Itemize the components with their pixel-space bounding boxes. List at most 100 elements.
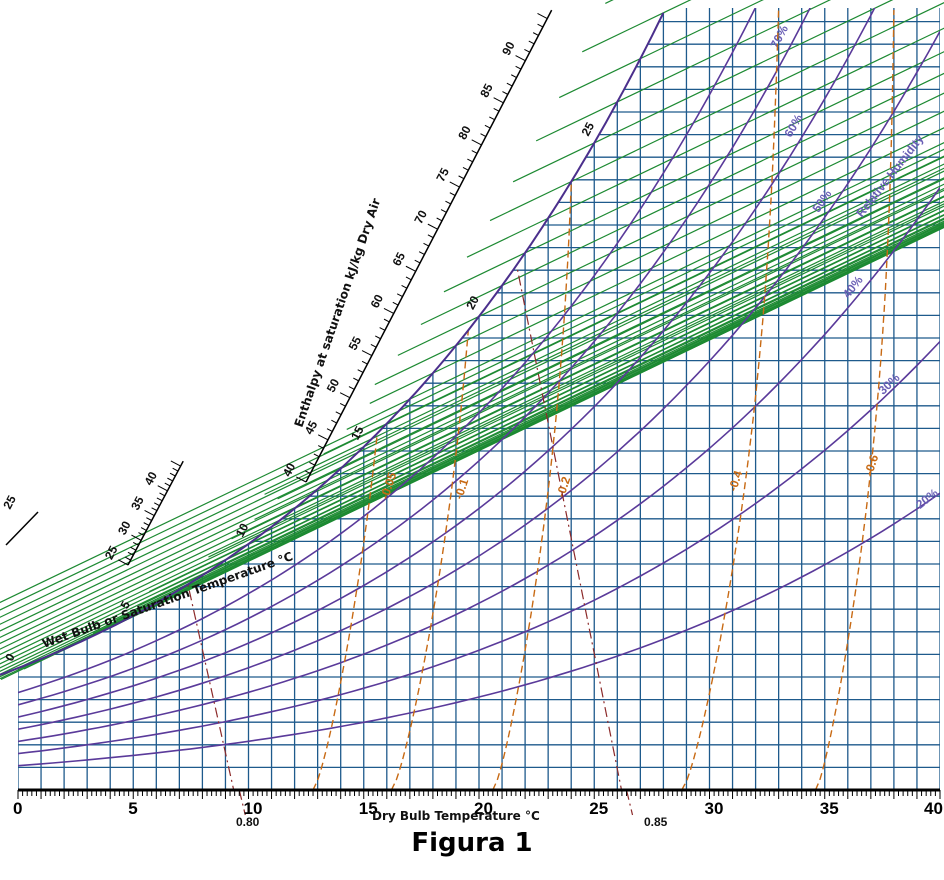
enthalpy-scale-tick [471,139,482,146]
enthalpy-scale-tick [458,175,465,180]
rh-curve [18,8,940,706]
humidity-ratio-curve [681,9,780,790]
enthalpy-extension-line [374,345,457,386]
x-tick-label: 15 [359,799,378,818]
enthalpy-scale-tick [172,467,179,472]
enthalpy-scale-tick [449,192,456,196]
enthalpy-scale-tick [515,55,526,62]
enthalpy-scale-tick [405,276,412,281]
enthalpy-scale-tick [317,434,329,441]
humidity-ratio-label: -0.2 [554,475,574,499]
enthalpy-extension-line [231,507,295,540]
enthalpy-scale-tick [169,472,176,477]
enthalpy-scale-tick [131,534,142,541]
enthalpy-scale-tick [383,307,394,314]
wet-bulb-line [640,0,764,60]
enthalpy-scale-tick [392,301,399,306]
enthalpy-tick-label: 90 [499,39,518,58]
enthalpy-scale-tick [467,158,473,163]
enthalpy-scale-tick [484,124,491,129]
enthalpy-extension-line [535,101,618,142]
enthalpy-scale-tick [405,265,416,272]
enthalpy-scale-tick [383,318,390,323]
enthalpy-tick-label: 75 [433,165,452,184]
wet-bulb-line [294,196,944,510]
x-tick-label: 30 [705,799,724,818]
wet-bulb-line [0,163,944,618]
enthalpy-scale-tick [370,343,377,348]
enthalpy-scale-tick [130,546,137,551]
humidity-ratio-label: -0.6 [862,453,882,477]
enthalpy-extension-line [558,58,641,99]
enthalpy-scale-tick [379,327,386,331]
enthalpy-scale-tick [532,32,539,36]
enthalpy-lines [0,0,944,680]
enthalpy-tick-label: 30 [115,518,134,537]
enthalpy-scale-tick [493,97,504,104]
wet-bulb-line [132,225,944,617]
enthalpy-scale-tick [170,460,181,467]
enthalpy-extension-line [139,574,203,607]
wet-bulb-line [409,142,944,400]
enthalpy-scale-axis-left [5,511,39,546]
wet-bulb-line [156,224,944,604]
enthalpy-tick-label: 40 [141,469,160,488]
enthalpy-tick-label: 85 [477,81,496,100]
x-tick-label: 0 [13,799,22,818]
enthalpy-scale-tick [427,234,434,239]
enthalpy-extension-line [369,372,434,404]
wet-bulb-line [547,27,944,219]
enthalpy-scale-tick [339,402,346,407]
enthalpy-scale-tick [132,541,139,546]
enthalpy-scale-tick [375,335,381,340]
enthalpy-scale-tick [146,517,152,521]
enthalpy-scale-tick [164,482,171,487]
x-tick-label: 40 [924,799,943,818]
enthalpy-scale-tick [125,556,131,561]
enthalpy-scale-tick [423,242,430,247]
wet-bulb-line [524,51,944,254]
enthalpy-extension-line [277,468,341,500]
enthalpy-scale-tick [427,223,438,230]
wet-bulb-line [501,72,944,287]
wet-bulb-line [202,218,944,576]
enthalpy-scale-tick [489,116,495,121]
enthalpy-extension-line [582,12,664,53]
enthalpy-scale-tick [493,108,500,112]
wet-bulb-line [617,0,832,103]
relative-humidity-label: Relative Humidity [853,132,926,220]
wet-bulb-line [0,148,944,604]
enthalpy-tick-label: 40 [280,460,299,479]
enthalpy-scale-tick [449,181,460,188]
wet-bulb-tick-label: 10 [233,521,252,540]
wet-bulb-line [225,214,944,561]
rh-curve [18,30,940,730]
wet-bulb-tick-label: 15 [348,424,367,443]
wet-bulb-line [0,156,944,611]
x-tick-label: 35 [820,799,839,818]
enthalpy-extension-line [466,217,549,258]
enthalpy-tick-label: 25 [102,543,121,562]
enthalpy-scale-tick [143,522,150,526]
wet-bulb-line [248,209,944,545]
enthalpy-scale-tick [396,293,403,298]
enthalpy-scale-tick [511,74,517,78]
enthalpy-tick-label: 35 [128,494,147,513]
enthalpy-scale-tick [127,551,134,556]
enthalpy-scale-tick [353,377,359,382]
wet-bulb-line [0,170,944,625]
enthalpy-extension-line [323,423,388,455]
wet-bulb-tick-label: 20 [463,293,482,312]
enthalpy-scale-tick [348,386,355,390]
enthalpy-scale-tick [357,369,364,373]
enthalpy-scale-tick [502,91,509,95]
wet-bulb-line [0,200,944,656]
enthalpy-scale-tick [361,350,373,357]
humidity-ratio-curve [390,9,485,790]
wet-bulb-line [455,110,944,347]
wet-bulb-line [340,178,944,470]
wet-bulb-line [271,203,944,528]
enthalpy-scale-tick [138,532,145,536]
